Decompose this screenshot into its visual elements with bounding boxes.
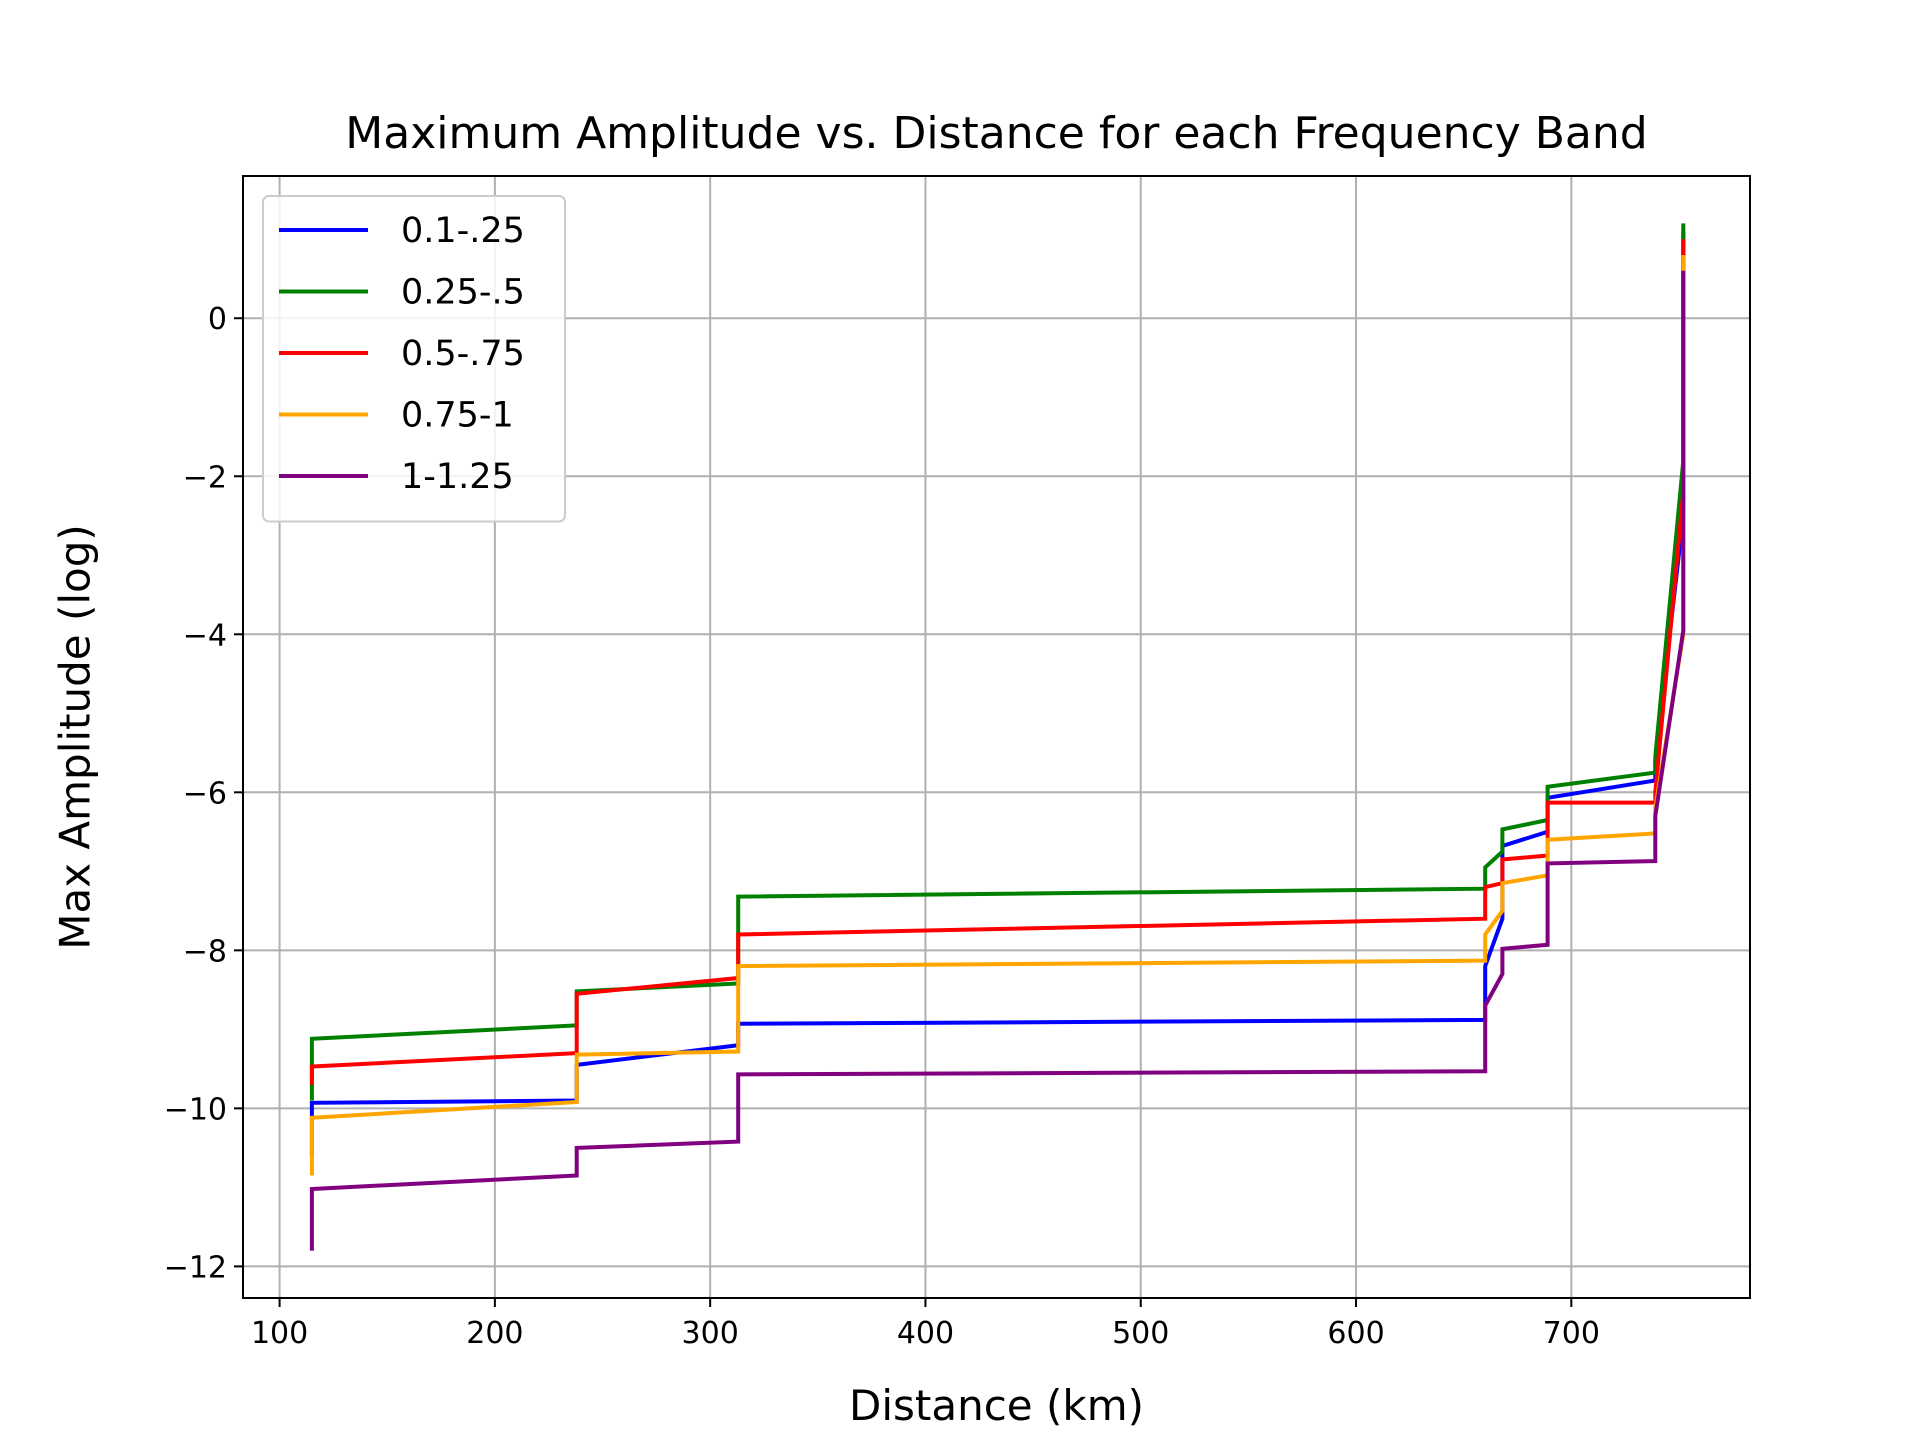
x-tick-label: 700 (1543, 1316, 1600, 1351)
y-tick-label: −12 (164, 1250, 227, 1285)
legend-label: 0.75-1 (401, 396, 514, 436)
y-axis-label: Max Amplitude (log) (51, 524, 100, 950)
legend-label: 0.25-.5 (401, 273, 525, 313)
plot-frame (242, 175, 1751, 1299)
legend-box (262, 195, 566, 523)
x-tick-label: 200 (466, 1316, 523, 1351)
legend-label: 1-1.25 (401, 457, 514, 497)
y-tick-label: −2 (183, 460, 227, 495)
series-line (309, 270, 1686, 1251)
x-tick-label: 600 (1327, 1316, 1384, 1351)
legend: 0.1-.25 0.25-.5 0.5-.75 0.75-1 1-1.25 (262, 195, 566, 523)
chart-title: Maximum Amplitude vs. Distance for each … (345, 108, 1647, 159)
x-tick-label: 500 (1112, 1316, 1169, 1351)
series-lines (309, 223, 1686, 1251)
x-axis-label: Distance (km) (849, 1381, 1144, 1430)
legend-label: 0.5-.75 (401, 334, 525, 374)
x-tick-label: 300 (682, 1316, 739, 1351)
x-tick-label: 400 (897, 1316, 954, 1351)
y-tick-label: −8 (183, 934, 227, 969)
legend-label: 0.1-.25 (401, 211, 525, 251)
y-tick-label: −6 (183, 776, 227, 811)
y-tick-label: −10 (164, 1092, 227, 1127)
axis-ticks: 100 200 300 400 500 600 700 −12 −10 −8 −6 −4 −2 0 (164, 302, 1600, 1351)
x-tick-label: 100 (251, 1316, 308, 1351)
y-tick-label: −4 (183, 618, 227, 653)
y-tick-label: 0 (208, 302, 227, 337)
